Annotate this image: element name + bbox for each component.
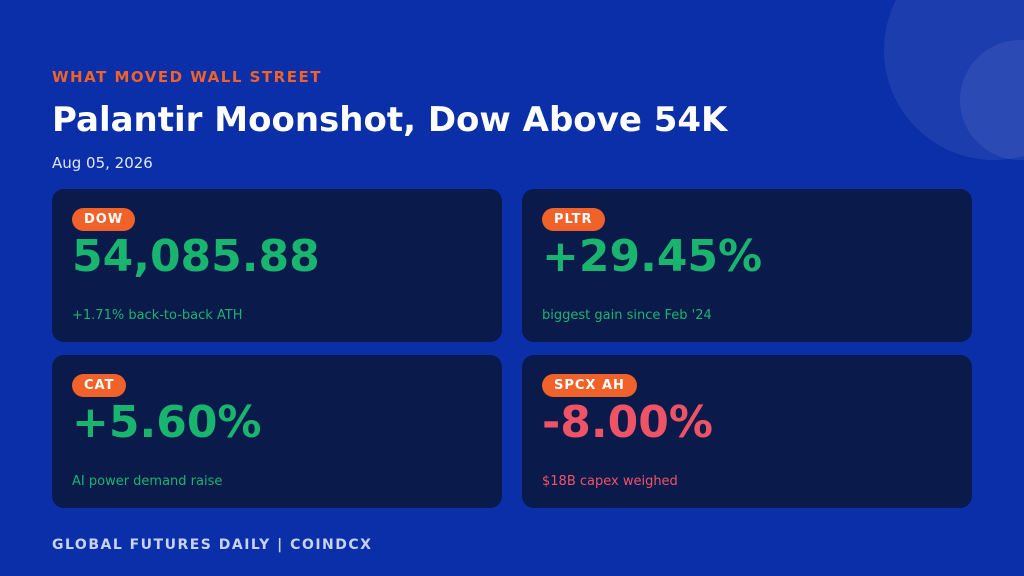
stat-card: PLTR +29.45% biggest gain since Feb '24	[522, 189, 972, 342]
ticker-tag: CAT	[72, 374, 127, 397]
stat-card: CAT +5.60% AI power demand raise	[52, 355, 502, 508]
ticker-tag: PLTR	[542, 208, 605, 231]
ticker-tag: SPCX AH	[542, 374, 637, 397]
stat-value: +29.45%	[542, 231, 763, 282]
stat-card: SPCX AH -8.00% $18B capex weighed	[522, 355, 972, 508]
stat-note: biggest gain since Feb '24	[542, 308, 712, 323]
stat-value: -8.00%	[542, 397, 713, 448]
stat-note: $18B capex weighed	[542, 474, 678, 489]
ticker-tag: DOW	[72, 208, 136, 231]
date: Aug 05, 2026	[52, 154, 153, 172]
stat-note: AI power demand raise	[72, 474, 223, 489]
stat-card: DOW 54,085.88 +1.71% back-to-back ATH	[52, 189, 502, 342]
kicker: WHAT MOVED WALL STREET	[52, 68, 322, 86]
stat-value: 54,085.88	[72, 231, 320, 282]
stat-value: +5.60%	[72, 397, 262, 448]
title: Palantir Moonshot, Dow Above 54K	[52, 100, 728, 140]
footer: GLOBAL FUTURES DAILY | COINDCX	[52, 537, 373, 553]
stat-note: +1.71% back-to-back ATH	[72, 308, 243, 323]
